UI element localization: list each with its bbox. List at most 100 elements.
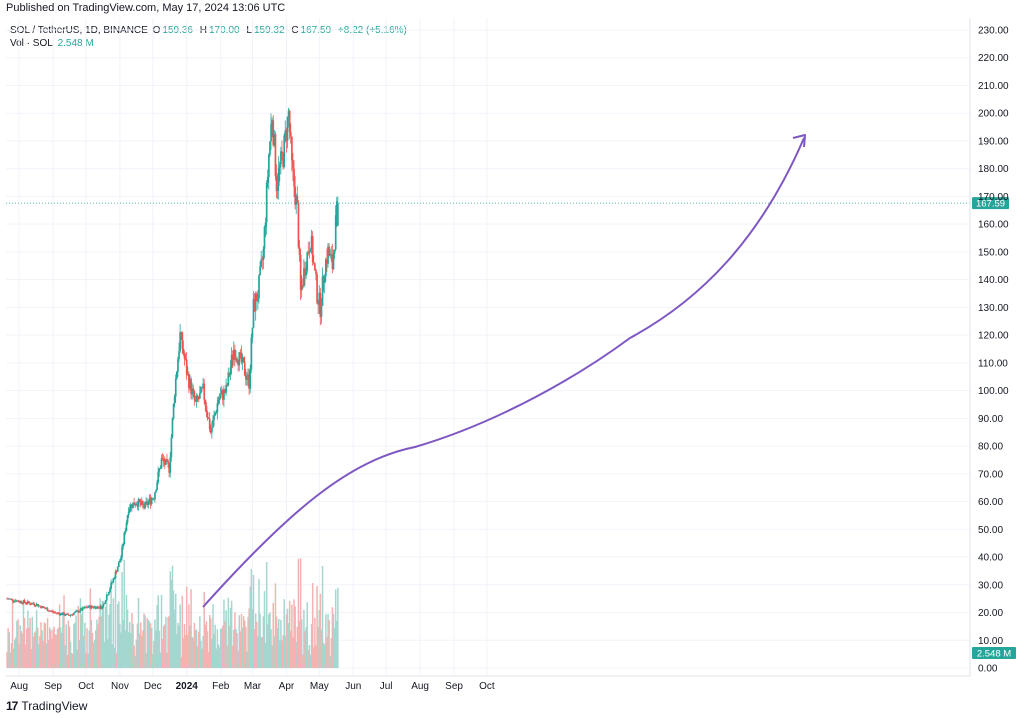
volume-bar (213, 633, 215, 668)
candle-body (100, 605, 103, 609)
candle-body (160, 458, 163, 468)
candle-body (270, 124, 272, 142)
volume-bar (287, 623, 290, 668)
y-tick-label: 100.00 (978, 386, 1009, 397)
volume-bar (181, 595, 184, 668)
candle-body (11, 598, 14, 602)
candle-body (231, 354, 234, 360)
volume-bar (176, 634, 178, 668)
volume-bar (272, 602, 275, 668)
candle-body (25, 603, 28, 605)
volume-bar (136, 623, 139, 668)
candle-body (7, 598, 9, 600)
y-tick-label: 160.00 (978, 220, 1009, 231)
volume-bar (330, 638, 333, 668)
candle-body (132, 502, 134, 509)
candle-body (58, 613, 61, 615)
volume-bar (92, 642, 95, 668)
candle-body (196, 396, 199, 399)
volume-bar (141, 635, 143, 668)
volume-bar (185, 586, 188, 668)
candle-body (170, 437, 173, 458)
candle-body (135, 503, 138, 505)
volume-bar (229, 607, 232, 668)
volume-bar (208, 614, 211, 668)
candle-body (176, 371, 178, 379)
volume-bar (108, 614, 110, 668)
volume-bar (317, 627, 319, 668)
candle-body (232, 349, 235, 360)
volume-bar (109, 604, 111, 668)
candle-body (18, 601, 20, 603)
candle-body (140, 501, 143, 505)
volume-bar (127, 631, 130, 668)
volume-bar (178, 625, 180, 668)
candle-body (285, 130, 288, 141)
candle-body (14, 600, 17, 602)
volume-bar (148, 621, 151, 668)
candle-body (193, 391, 196, 400)
candle-body (211, 427, 213, 433)
volume-bar (198, 631, 200, 668)
candle-body (167, 460, 169, 464)
legend-volume-label: Vol · SOL (10, 38, 53, 49)
candle-body (297, 202, 300, 248)
candle-body (13, 600, 16, 602)
volume-bar (279, 640, 281, 668)
volume-bar (167, 617, 169, 668)
candle-body (122, 544, 125, 547)
volume-bar (54, 634, 57, 668)
y-tick-label: 0.00 (978, 664, 998, 675)
candle-body (67, 613, 70, 616)
volume-bar (203, 591, 205, 668)
volume-bar (329, 655, 331, 668)
candle-body (261, 259, 264, 261)
volume-bar (82, 635, 85, 668)
volume-bar (316, 585, 318, 668)
volume-bar (332, 613, 335, 668)
candle-body (222, 390, 224, 400)
volume-bar (77, 605, 80, 668)
volume-bar (231, 645, 234, 668)
last-volume-tag (972, 647, 1016, 659)
volume-bar (321, 565, 324, 668)
volume-bar (248, 608, 250, 668)
candle-body (319, 292, 322, 317)
candle-body (139, 502, 142, 505)
candle-body (144, 501, 146, 509)
volume-bar (259, 613, 261, 668)
volume-bar (322, 642, 325, 668)
candle-body (154, 492, 156, 500)
volume-bar (135, 639, 138, 668)
candle-body (142, 501, 144, 505)
candle-body (296, 195, 299, 203)
candle-body (288, 110, 291, 133)
volume-bar (292, 637, 294, 668)
candle-body (228, 372, 231, 376)
candle-body (202, 383, 204, 389)
volume-bar (107, 639, 109, 668)
candle-body (129, 504, 132, 509)
candle-body (35, 604, 38, 606)
tradingview-brand[interactable]: 17 TradingView (6, 699, 87, 713)
candle-body (200, 387, 202, 393)
candle-body (51, 610, 53, 612)
volume-bar (34, 631, 37, 668)
candle-body (137, 499, 140, 507)
candle-body (328, 246, 330, 256)
candle-body (168, 463, 171, 473)
y-tick-label: 220.00 (978, 53, 1009, 64)
volume-bar (162, 626, 165, 668)
candle-body (204, 399, 207, 406)
volume-bar (73, 624, 75, 668)
y-tick-label: 230.00 (978, 26, 1009, 37)
candle-body (22, 600, 25, 604)
volume-bar (284, 635, 287, 668)
candle-body (258, 275, 260, 299)
candle-body (36, 604, 39, 607)
volume-bar (303, 609, 305, 668)
candle-body (145, 501, 148, 503)
overlay-layer: 167.59 2.548 M (6, 134, 1016, 660)
candle-body (59, 613, 62, 615)
